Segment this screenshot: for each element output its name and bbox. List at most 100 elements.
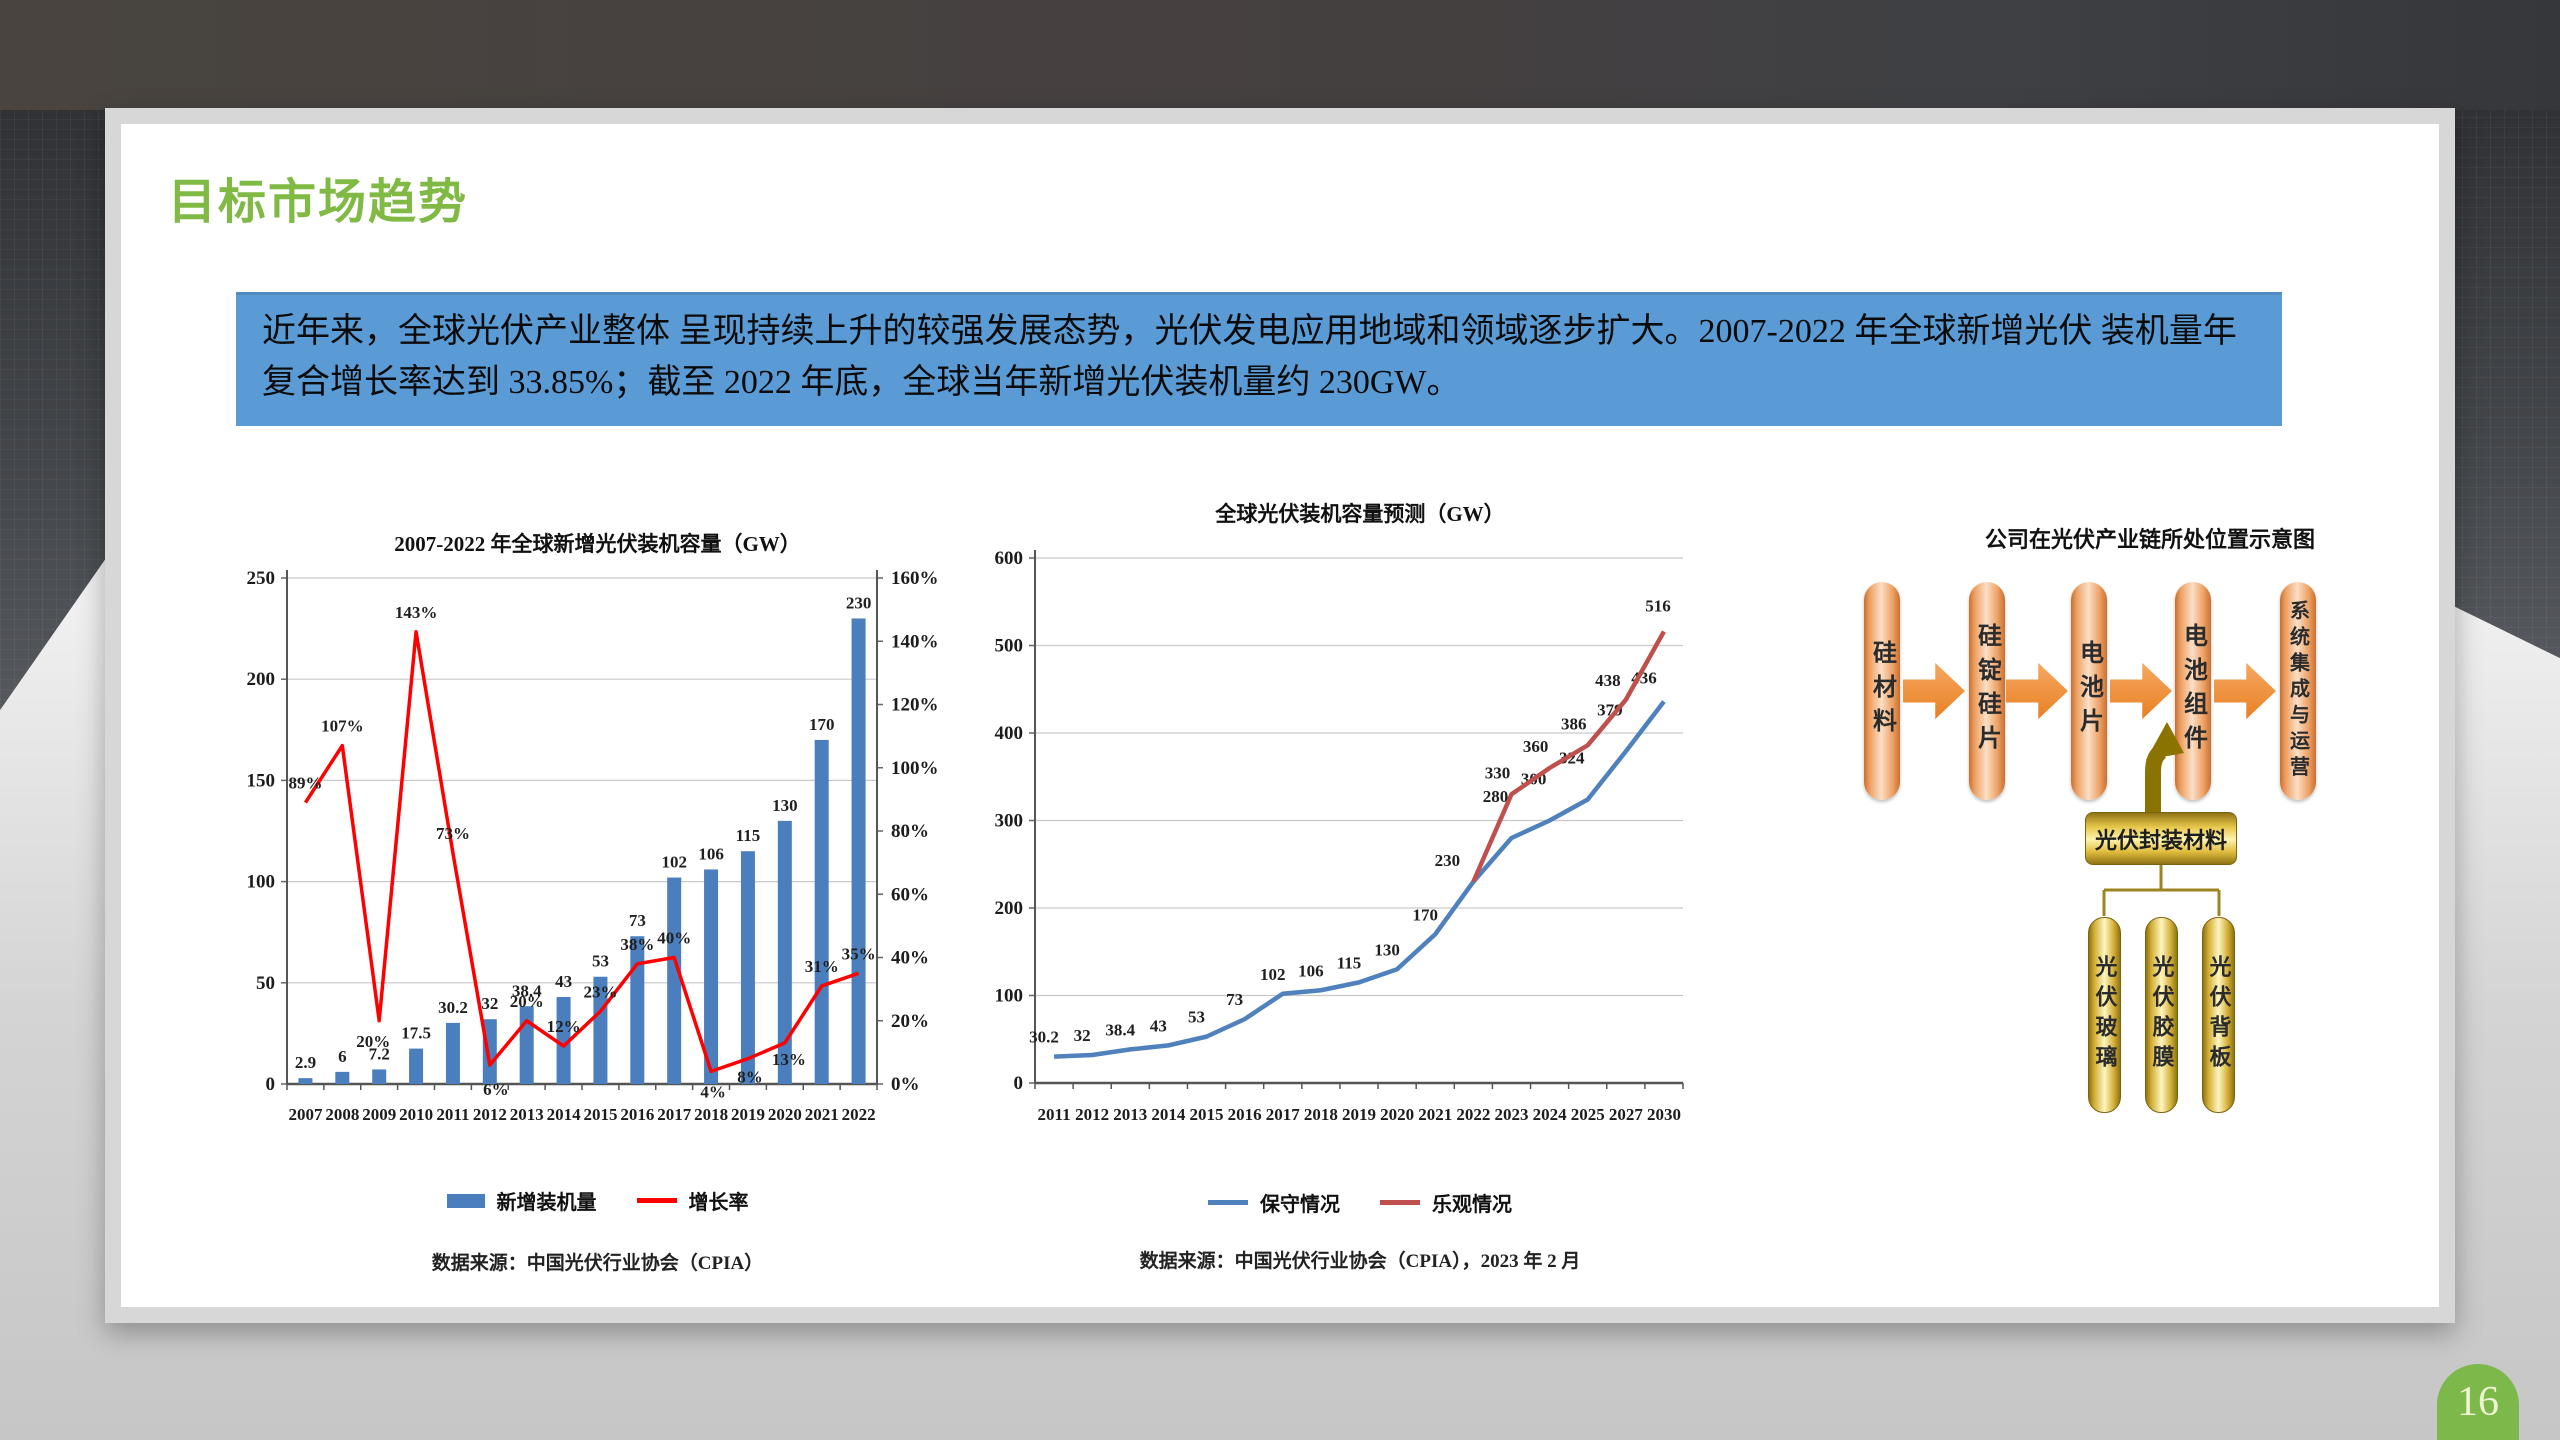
svg-text:38.4: 38.4 [512,981,542,1000]
legend-bar-swatch [446,1193,485,1208]
page-number-badge: 16 [2437,1364,2519,1440]
svg-text:2025: 2025 [1571,1105,1605,1124]
legend-conservative-swatch [1208,1200,1248,1205]
chart-forecast: 全球光伏装机容量预测（GW） 0 100 200 300 400 500 600 2011 20… [975,488,1745,1278]
svg-text:600: 600 [995,548,1024,569]
svg-text:8%: 8% [737,1068,763,1087]
svg-text:170: 170 [809,715,835,734]
svg-text:250: 250 [247,568,276,589]
legend-line-swatch [636,1198,677,1203]
chart-forecast-source: 数据来源：中国光伏行业协会（CPIA），2023 年 2 月 [1139,1251,1581,1272]
svg-text:300: 300 [995,811,1024,832]
svg-text:360: 360 [1523,737,1549,756]
svg-text:2014: 2014 [1151,1105,1186,1124]
chart-new-installs: 2007-2022 年全球新增光伏装机容量（GW） 0 50 100 150 200 25… [225,518,970,1308]
svg-text:2018: 2018 [694,1105,728,1124]
svg-text:40%: 40% [891,948,929,969]
feed-up-arrow-icon [2145,744,2167,812]
svg-text:2021: 2021 [1418,1105,1452,1124]
chart-new-installs-title: 2007-2022 年全球新增光伏装机容量（GW） [394,532,801,556]
svg-text:2023: 2023 [1494,1105,1528,1124]
svg-text:120%: 120% [891,695,939,716]
svg-text:2014: 2014 [547,1105,582,1124]
svg-text:2013: 2013 [1113,1105,1147,1124]
svg-text:106: 106 [1298,961,1324,980]
svg-text:2007: 2007 [288,1105,323,1124]
svg-text:107%: 107% [321,717,364,736]
svg-text:20%: 20% [891,1011,929,1032]
background-photo-left [0,110,113,710]
svg-text:43: 43 [1150,1016,1167,1035]
chain-node-silicon-material: 硅材料 [1864,582,1900,800]
svg-text:40%: 40% [657,929,691,948]
svg-text:115: 115 [1337,953,1362,972]
svg-text:2021: 2021 [805,1105,839,1124]
flow-arrow-icon [2214,662,2276,720]
chain-node-module: 电池组件 [2175,582,2211,800]
svg-text:73: 73 [1226,990,1243,1009]
svg-text:516: 516 [1645,597,1671,616]
svg-text:100: 100 [247,872,276,893]
svg-text:12%: 12% [547,1017,581,1036]
svg-text:20%: 20% [356,1032,390,1051]
chart-new-installs-legend: 新增装机量 增长率 [225,1186,970,1215]
svg-text:53: 53 [1188,1008,1205,1027]
encapsulation-item-glass: 光伏玻璃 [2088,917,2121,1113]
svg-text:100: 100 [995,986,1024,1007]
svg-text:35%: 35% [842,944,876,963]
svg-text:6: 6 [338,1047,347,1066]
svg-text:2020: 2020 [1380,1105,1414,1124]
svg-text:2016: 2016 [1228,1105,1262,1124]
legend-label-conservative: 保守情况 [1260,1194,1340,1216]
svg-text:53: 53 [592,952,609,971]
svg-text:2009: 2009 [362,1105,396,1124]
chart-new-installs-source: 数据来源：中国光伏行业协会（CPIA） [431,1253,764,1274]
page-title: 目标市场趋势 [168,176,469,229]
svg-text:0: 0 [1014,1073,1024,1094]
legend-label-growth: 增长率 [688,1192,749,1214]
svg-text:500: 500 [995,636,1024,657]
svg-text:2008: 2008 [325,1105,359,1124]
value-chain-diagram: 公司在光伏产业链所处位置示意图 硅材料 硅锭硅片 电池片 电池组件 系统集成与运… [1840,520,2460,1140]
svg-text:2010: 2010 [399,1105,433,1124]
svg-text:7.2: 7.2 [369,1044,390,1063]
svg-text:386: 386 [1561,714,1587,733]
value-chain-title: 公司在光伏产业链所处位置示意图 [1984,527,2315,552]
svg-text:30.2: 30.2 [438,998,468,1017]
svg-text:230: 230 [846,593,872,612]
svg-text:2015: 2015 [583,1105,617,1124]
svg-text:2012: 2012 [473,1105,507,1124]
chart-forecast-title: 全球光伏装机容量预测（GW） [1215,502,1505,526]
svg-text:130: 130 [772,796,798,815]
svg-text:2011: 2011 [1038,1105,1071,1124]
legend-label-installs: 新增装机量 [496,1192,597,1214]
svg-text:2020: 2020 [768,1105,802,1124]
svg-text:143%: 143% [395,603,438,622]
svg-text:32: 32 [1074,1026,1091,1045]
svg-text:140%: 140% [891,631,939,652]
svg-text:2022: 2022 [842,1105,876,1124]
intro-text-box: 近年来，全球光伏产业整体 呈现持续上升的较强发展态势，光伏发电应用地域和领域逐步… [236,292,2282,426]
flow-arrow-icon [2110,662,2172,720]
svg-text:130: 130 [1374,940,1400,959]
encapsulation-item-film: 光伏胶膜 [2145,917,2178,1113]
svg-text:2024: 2024 [1533,1105,1568,1124]
chart-new-installs-canvas: 0 50 100 150 200 250 0% 20% 40% 60% 80% 100% 120% 140… [247,568,939,1124]
chain-node-cell: 电池片 [2071,582,2107,800]
svg-text:102: 102 [661,853,687,872]
svg-text:60%: 60% [891,884,929,905]
flow-arrow-icon [1903,662,1965,720]
svg-text:2019: 2019 [731,1105,765,1124]
svg-text:2011: 2011 [436,1105,469,1124]
chain-node-ingot-wafer: 硅锭硅片 [1969,582,2005,800]
svg-text:200: 200 [247,669,276,690]
legend-optimistic-swatch [1380,1200,1420,1205]
svg-text:80%: 80% [891,821,929,842]
svg-text:13%: 13% [772,1050,806,1069]
svg-text:38.4: 38.4 [1105,1020,1135,1039]
svg-text:2027: 2027 [1609,1105,1644,1124]
chain-node-system-integration: 系统集成与运营 [2280,582,2316,800]
encapsulation-materials-box: 光伏封装材料 [2085,812,2237,865]
intro-text: 近年来，全球光伏产业整体 呈现持续上升的较强发展态势，光伏发电应用地域和领域逐步… [262,313,2237,401]
